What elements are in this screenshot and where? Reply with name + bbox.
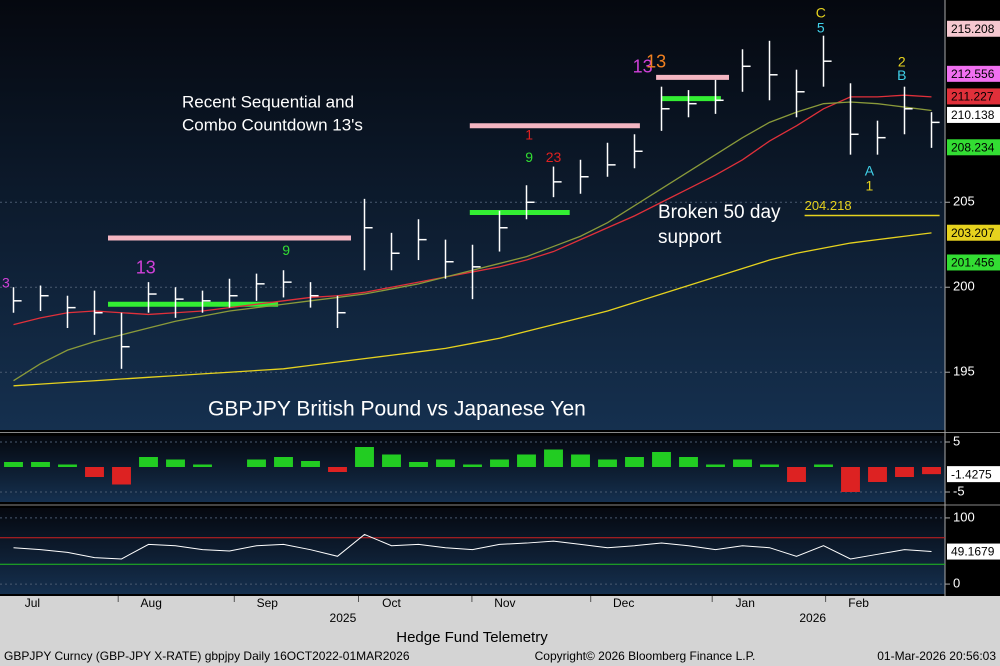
histogram-bar [382,454,401,467]
histogram-bar [247,459,266,467]
td-count: 13 [633,57,653,77]
histogram-bar [274,457,293,467]
histogram-bar [760,464,779,467]
td-count: 9 [282,242,290,258]
td-count: 23 [546,149,562,165]
footer-band [0,596,1000,666]
histogram-bar [787,467,806,482]
histogram-bar [409,462,428,467]
price-tag [947,106,1000,123]
price-tag [947,466,1000,483]
histogram-bar [4,462,23,467]
histogram-bar [58,464,77,467]
histogram-bar [301,461,320,467]
year-label: 2026 [799,611,826,625]
note: Combo Countdown 13's [182,115,363,134]
rsi-line [13,533,932,560]
footer-copyright: Copyright© 2026 Bloomberg Finance L.P. [535,649,756,663]
histogram-bar [895,467,914,477]
price-tag-label: 210.138 [951,108,995,122]
price-tag [947,224,1000,241]
rsi-panel [0,508,945,594]
y-tick-label: 0 [953,576,960,591]
histogram-bar [706,464,725,467]
histogram-bar [112,467,131,485]
y-tick-label: -5 [953,483,965,498]
x-tick-label: Feb [848,596,869,610]
footer-left: GBPJPY Curncy (GBP-JPY X-RATE) gbpjpy Da… [4,649,410,663]
histogram-bar [355,447,374,467]
price-tag [947,65,1000,82]
y-tick-label: 100 [953,509,975,524]
histogram-bar [85,467,104,477]
price-tag-label: 208.234 [951,140,995,154]
y-tick-label: 5 [953,433,960,448]
td-count: 1 [525,127,533,143]
price-tag [947,139,1000,156]
price-tag-label: -1.4275 [951,467,992,481]
level-label: 204.218 [805,198,852,213]
td-count: 13 [646,52,666,72]
histogram-bar [814,464,833,467]
main-panel [0,0,945,430]
x-tick-label: Nov [494,596,515,610]
td-count: 5 [817,20,825,36]
histogram-bar [139,457,158,467]
note: support [658,227,722,248]
chart-title: GBPJPY British Pound vs Japanese Yen [208,398,586,421]
histogram-bar [679,457,698,467]
price-tag [947,543,1000,560]
histogram-bar [571,454,590,467]
note: Recent Sequential and [182,92,354,111]
x-tick-label: Aug [141,596,162,610]
moving-average [13,232,932,387]
histogram-bar [544,449,563,467]
td-count: A [865,162,875,178]
td-count: 13 [136,257,156,277]
histogram-bar [652,452,671,467]
price-tag [947,88,1000,105]
y-tick-label: 200 [953,279,975,294]
price-tag [947,254,1000,271]
histogram-bar [868,467,887,482]
histogram-bar [517,454,536,467]
price-tag-label: 201.456 [951,256,995,270]
x-tick-label: Oct [382,596,401,610]
price-tag [947,20,1000,37]
x-tick-label: Sep [257,596,279,610]
price-tag-label: 49.1679 [951,545,995,559]
histogram-bar [31,462,50,467]
histogram-bar [328,467,347,472]
x-tick-label: Jan [736,596,755,610]
price-tag-label: 203.207 [951,226,995,240]
td-count: 9 [525,149,533,165]
histogram-bar [922,467,941,475]
histogram-bar [436,459,455,467]
td-count: 3 [2,275,10,291]
td-count: C [816,4,826,20]
year-label: 2025 [330,611,357,625]
price-tag-label: 215.208 [951,22,995,36]
y-tick-label: 195 [953,364,975,379]
histogram-bar [598,459,617,467]
histogram-bar [193,464,212,467]
price-tag-label: 212.556 [951,67,995,81]
footer-title: Hedge Fund Telemetry [396,629,548,646]
histogram-bar [733,459,752,467]
td-count: 2 [898,54,906,70]
histogram-bar [490,459,509,467]
x-tick-label: Dec [613,596,634,610]
histogram-bar [625,457,644,467]
td-count: B [897,67,906,83]
footer-date: 01-Mar-2026 20:56:03 [877,649,996,663]
note: Broken 50 day [658,202,781,223]
price-tag-label: 211.227 [951,90,994,104]
histogram-bar [463,464,482,467]
histogram-bar [166,459,185,467]
y-tick-label: 205 [953,194,975,209]
td-count: 1 [866,178,874,194]
x-tick-label: Jul [25,596,40,610]
histogram-bar [841,467,860,492]
